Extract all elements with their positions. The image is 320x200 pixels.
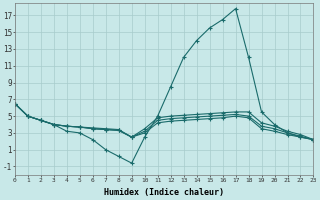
- X-axis label: Humidex (Indice chaleur): Humidex (Indice chaleur): [104, 188, 224, 197]
